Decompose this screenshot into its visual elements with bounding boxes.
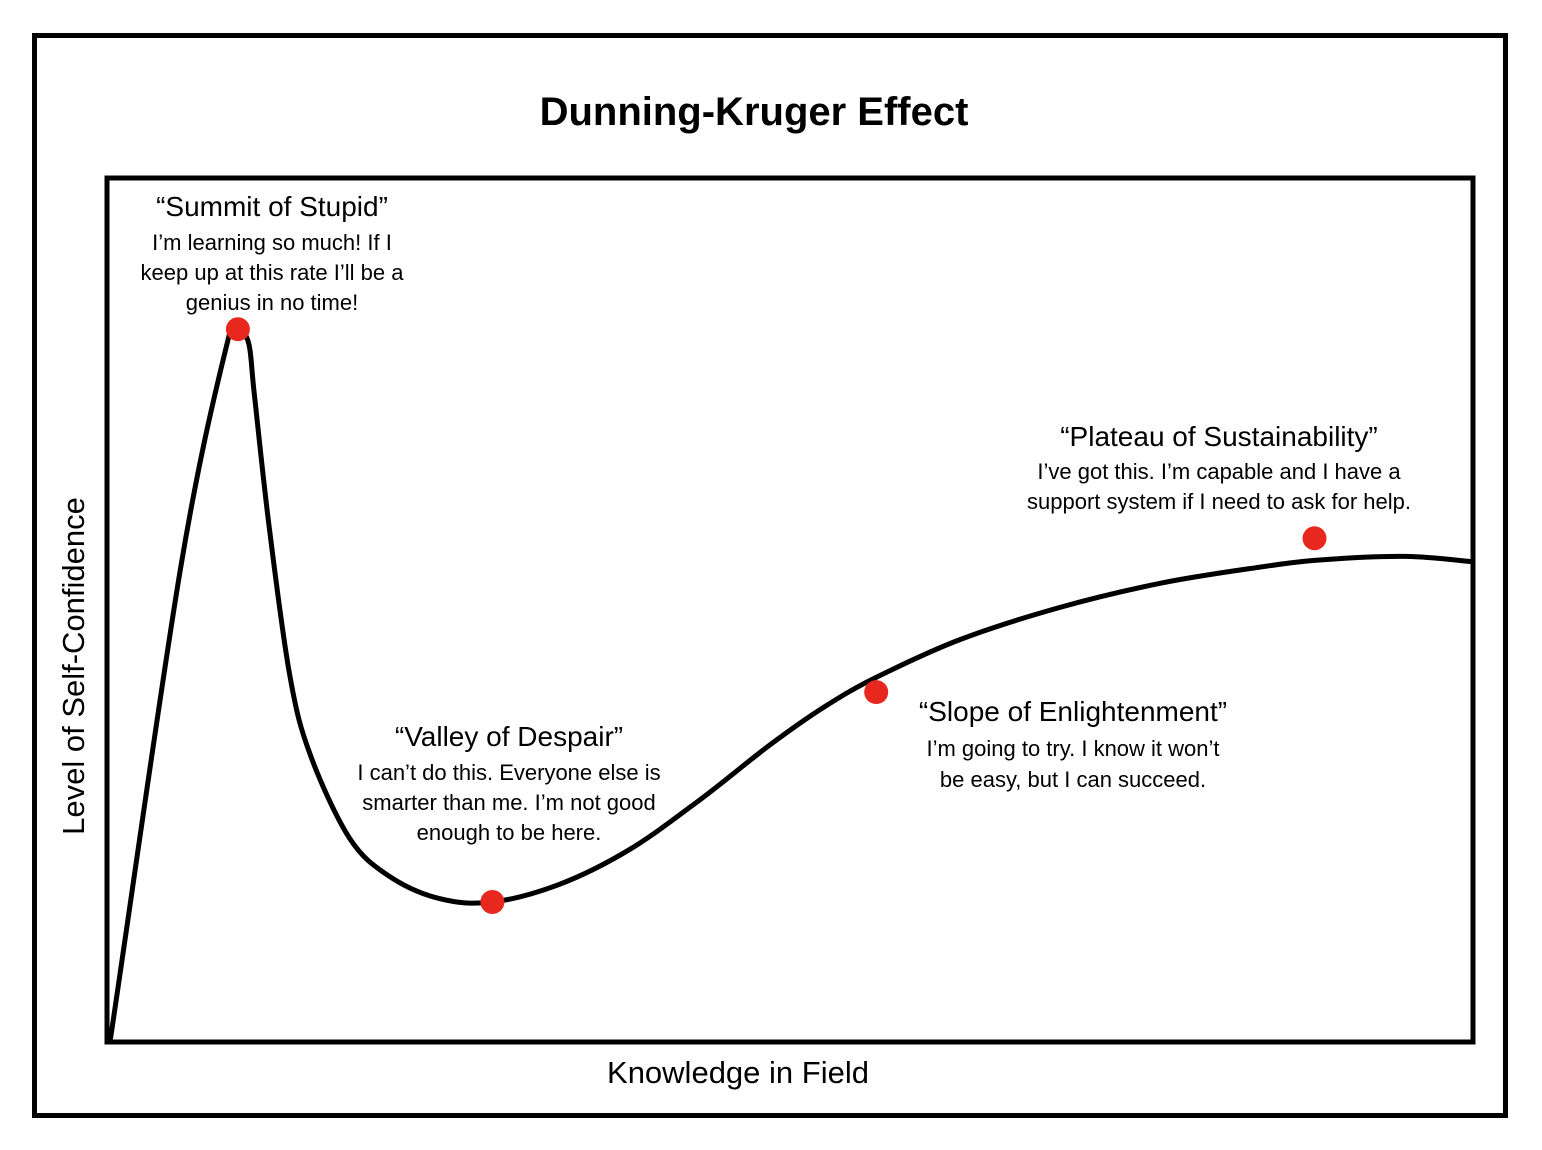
markers <box>225 317 1327 914</box>
x-axis-label: Knowledge in Field <box>607 1055 869 1090</box>
annotation-line: I’ve got this. I’m capable and I have a <box>1037 459 1401 484</box>
data-point-marker <box>864 680 889 705</box>
annotation-line: smarter than me. I’m not good <box>362 790 655 815</box>
annotation-line: enough to be here. <box>417 820 602 845</box>
annotation-title: “Summit of Stupid” <box>156 191 388 222</box>
plot-area <box>104 175 1476 1045</box>
annotation-line: I’m going to try. I know it won’t <box>926 736 1219 761</box>
annotation-line: I’m learning so much! If I <box>152 230 392 255</box>
chart-title: Dunning-Kruger Effect <box>540 90 969 134</box>
annotation-title: “Valley of Despair” <box>395 721 623 752</box>
annotation-line: be easy, but I can succeed. <box>940 767 1206 792</box>
data-point-marker <box>225 317 250 342</box>
data-point-marker <box>480 890 505 914</box>
annotation-slope-of-enlightenment: “Slope of Enlightenment” I’m going to tr… <box>919 696 1227 792</box>
data-point-marker <box>1302 526 1327 551</box>
annotation-line: support system if I need to ask for help… <box>1027 489 1411 514</box>
y-axis-label: Level of Self-Confidence <box>56 497 91 835</box>
annotation-line: genius in no time! <box>186 290 358 315</box>
annotation-line: I can’t do this. Everyone else is <box>357 760 660 785</box>
annotation-summit-of-stupid: “Summit of Stupid” I’m learning so much!… <box>141 191 405 315</box>
outer-frame <box>32 33 1508 1118</box>
annotation-line: keep up at this rate I’ll be a <box>141 260 405 285</box>
annotation-valley-of-despair: “Valley of Despair” I can’t do this. Eve… <box>357 721 660 845</box>
annotation-plateau-of-sustainability: “Plateau of Sustainability” I’ve got thi… <box>1027 421 1411 514</box>
annotation-title: “Plateau of Sustainability” <box>1060 421 1378 452</box>
annotation-title: “Slope of Enlightenment” <box>919 696 1227 727</box>
